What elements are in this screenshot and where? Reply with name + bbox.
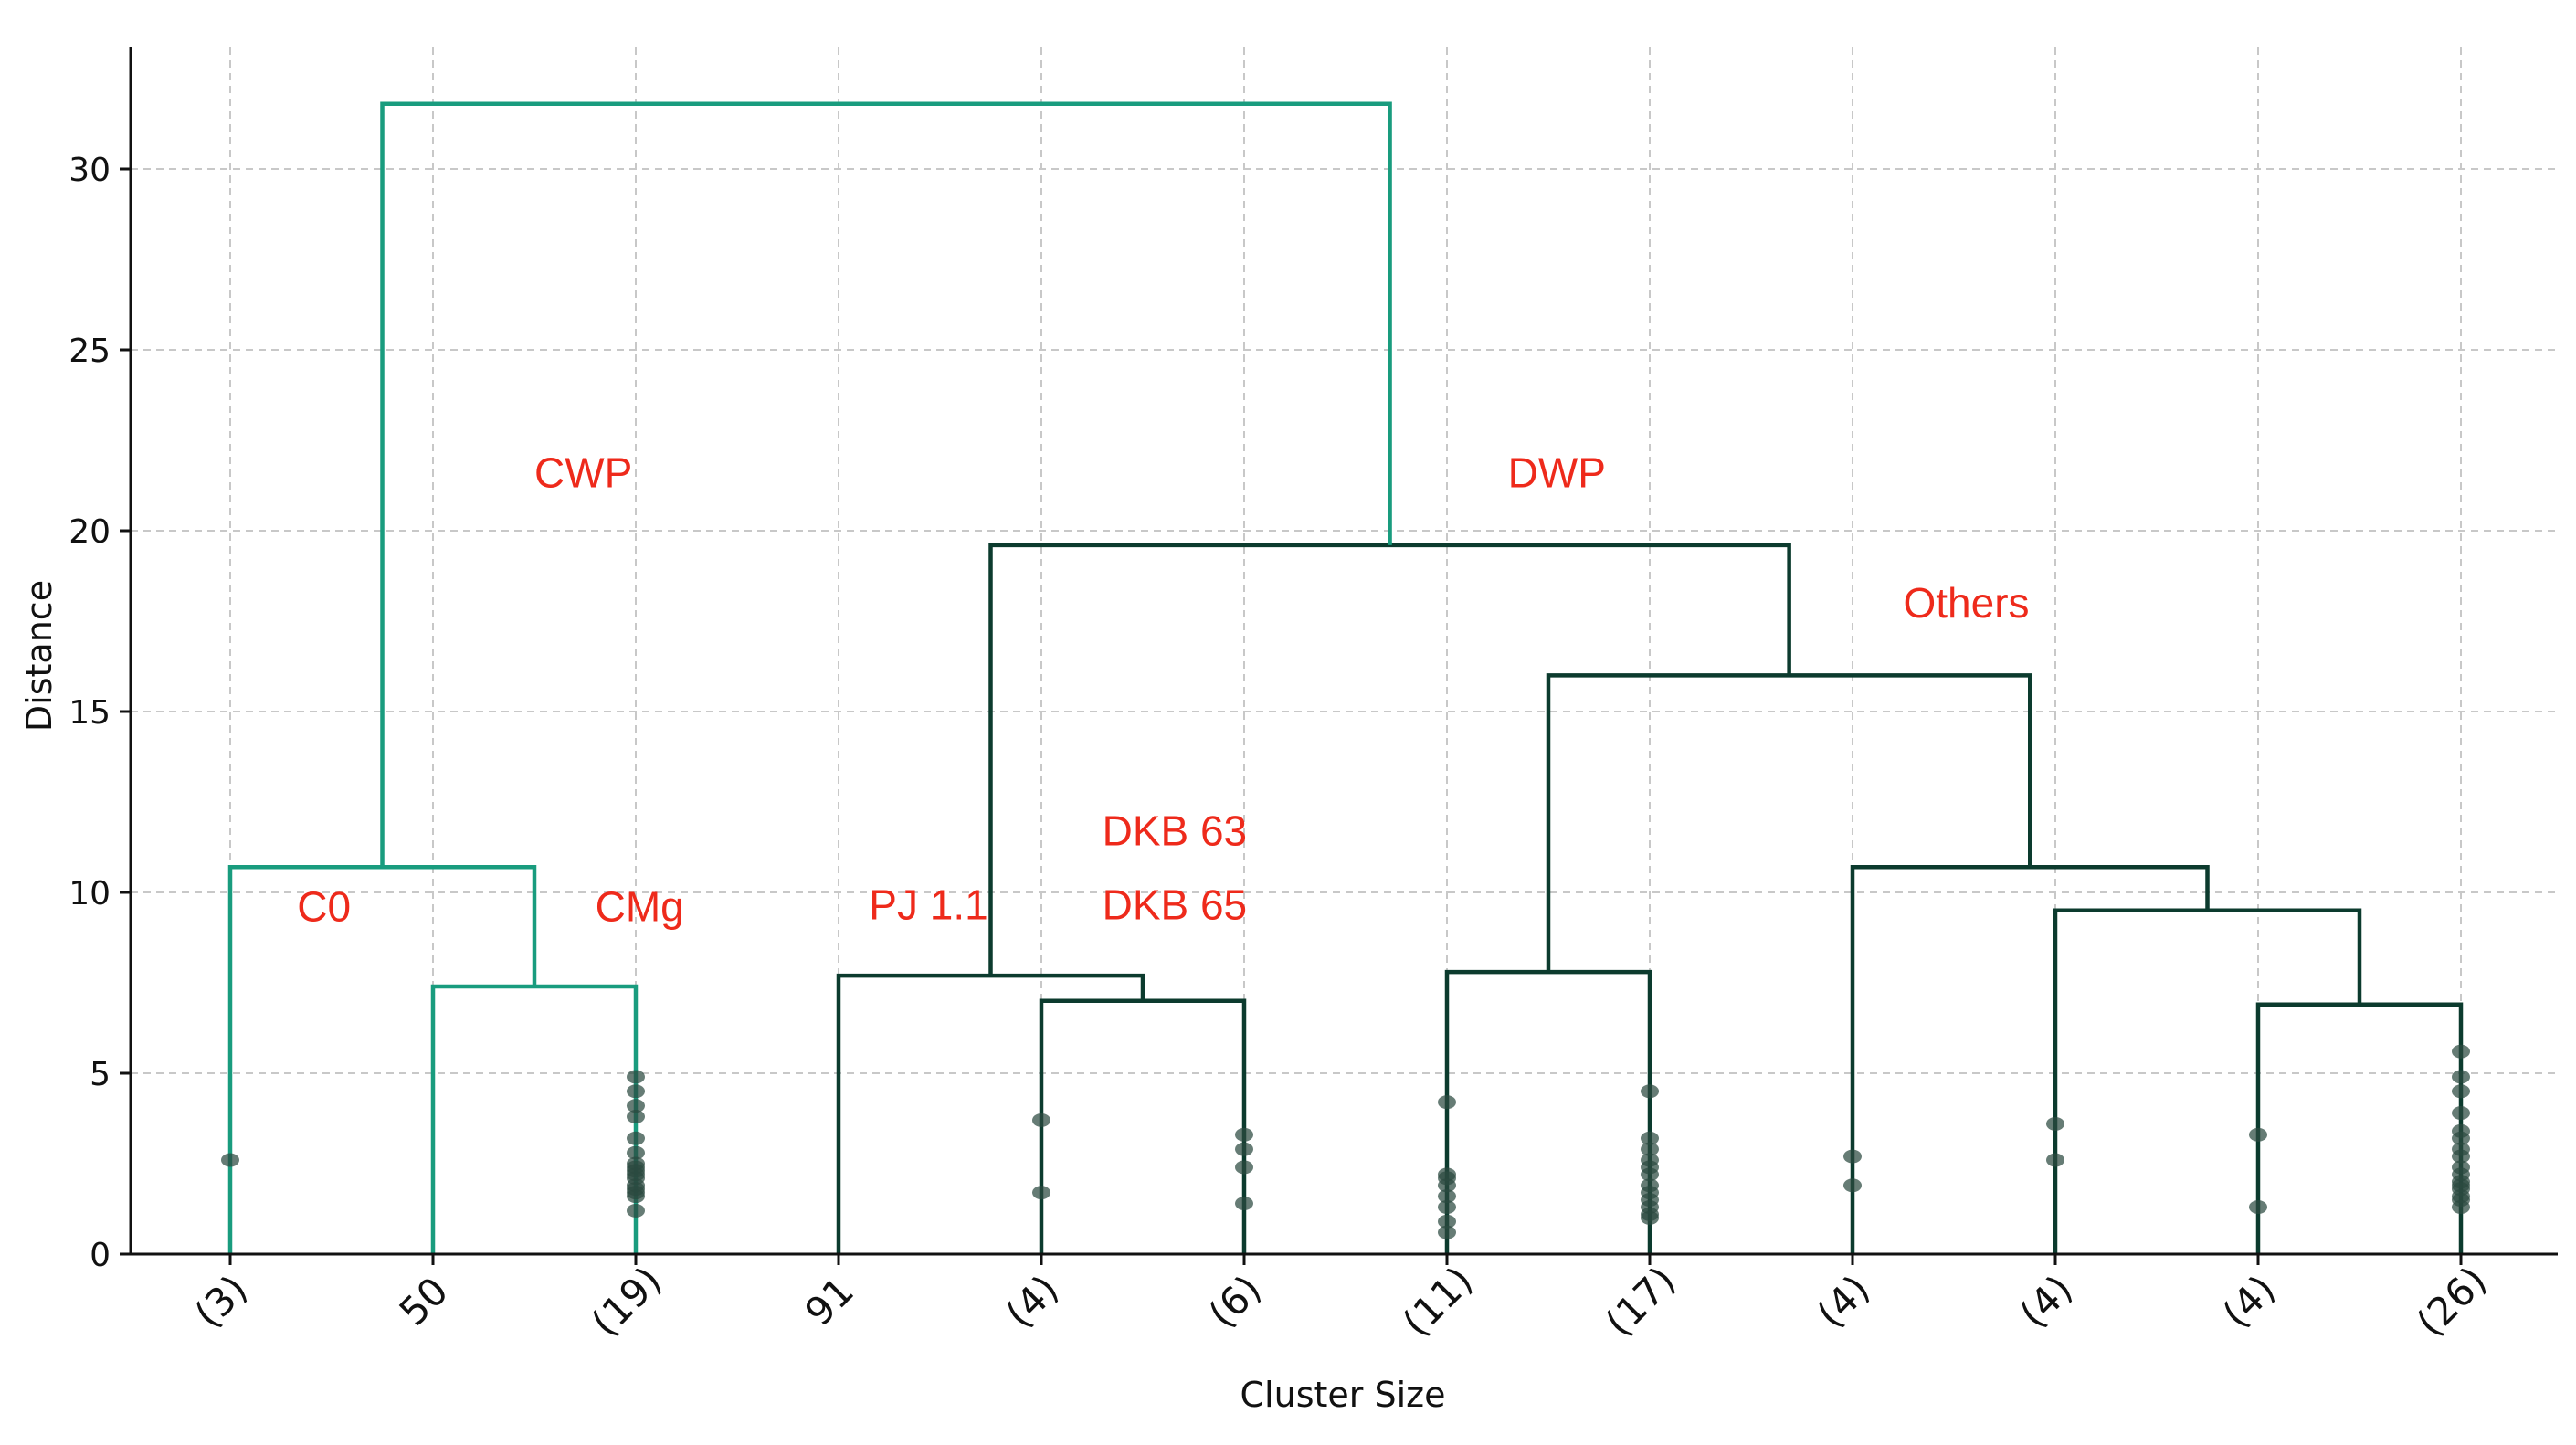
y-tick-label: 20: [69, 513, 111, 551]
x-axis-label: Cluster Size: [1240, 1375, 1446, 1415]
cluster-annotation: CMg: [596, 883, 684, 931]
dendrogram-link: [1546, 673, 2032, 973]
dendrogram-link: [1039, 998, 1247, 1254]
leaf-point: [627, 1131, 645, 1145]
leaf-point: [2452, 1084, 2470, 1099]
y-axis-label: Distance: [19, 580, 59, 732]
leaf-point: [1438, 1214, 1456, 1229]
cluster-annotation: Others: [1904, 579, 2030, 627]
leaf-point: [2452, 1044, 2470, 1059]
leaf-point: [2046, 1153, 2064, 1167]
leaf-point: [2249, 1127, 2267, 1142]
dendrogram-link: [227, 865, 537, 1254]
x-tick-label: (6): [1199, 1266, 1270, 1336]
leaf-point: [2452, 1200, 2470, 1215]
leaf-points: [221, 1044, 2470, 1239]
cluster-annotation: DKB 63: [1103, 807, 1248, 855]
leaf-point: [221, 1153, 239, 1167]
leaf-point: [1235, 1160, 1253, 1175]
leaf-point: [1641, 1167, 1659, 1182]
cluster-annotation: PJ 1.1: [869, 881, 987, 929]
dendrogram-link: [1850, 865, 2210, 1254]
leaf-point: [1438, 1095, 1456, 1110]
leaf-point: [2452, 1131, 2470, 1145]
leaf-point: [1438, 1189, 1456, 1204]
cluster-annotation: DKB 65: [1103, 881, 1248, 929]
leaf-point: [2452, 1106, 2470, 1121]
annotations: CWP DWP Others DKB 63 DKB 65 PJ 1.1 C0 CMg: [297, 448, 2029, 930]
leaf-point: [1032, 1113, 1050, 1127]
leaf-point: [2452, 1070, 2470, 1084]
leaf-point: [1438, 1178, 1456, 1193]
dendrogram-link: [2053, 908, 2362, 1254]
cluster-annotation: CWP: [534, 448, 632, 496]
leaf-point: [1235, 1197, 1253, 1211]
leaf-point: [2249, 1200, 2267, 1215]
x-tick-label: 50: [391, 1269, 457, 1334]
x-tick-label: (26): [2408, 1258, 2496, 1345]
leaf-point: [2452, 1149, 2470, 1164]
y-tick-label: 10: [69, 875, 111, 912]
dendrogram-link: [1444, 969, 1652, 1254]
axes: [129, 47, 2558, 1256]
y-tick-label: 25: [69, 332, 111, 370]
leaf-point: [1641, 1210, 1659, 1225]
leaf-point: [1641, 1142, 1659, 1156]
x-tick-label: (4): [2011, 1266, 2081, 1336]
x-tick-label: (4): [1808, 1266, 1878, 1336]
cluster-annotation: C0: [297, 883, 351, 931]
x-ticks: (3) 50 (19) 91 (4) (6) (11) (17) (4) (4) (4) (26): [185, 1254, 2496, 1345]
cluster-annotation: DWP: [1508, 448, 1606, 496]
leaf-point: [1438, 1200, 1456, 1215]
dendrogram-link: [380, 101, 1392, 868]
dendrogram-link: [2255, 1002, 2464, 1254]
leaf-point: [627, 1145, 645, 1160]
dendrogram-link: [836, 973, 1145, 1254]
y-tick-label: 15: [69, 694, 111, 732]
dendrogram-link: [430, 984, 639, 1254]
leaf-point: [1641, 1131, 1659, 1145]
y-tick-label: 0: [90, 1237, 111, 1274]
leaf-point: [1235, 1142, 1253, 1156]
leaf-point: [1843, 1149, 1862, 1164]
leaf-point: [627, 1099, 645, 1113]
x-tick-label: (11): [1394, 1258, 1482, 1345]
leaf-point: [627, 1189, 645, 1204]
x-tick-label: (4): [2213, 1266, 2284, 1336]
leaf-point: [627, 1084, 645, 1099]
leaf-point: [1438, 1225, 1456, 1239]
leaf-point: [627, 1070, 645, 1084]
x-tick-label: (17): [1597, 1258, 1684, 1345]
y-ticks: 0 5 10 15 20 25 30: [69, 152, 131, 1274]
x-tick-label: (4): [997, 1266, 1067, 1336]
leaf-point: [1843, 1178, 1862, 1193]
leaf-point: [1235, 1127, 1253, 1142]
x-tick-label: (3): [185, 1266, 256, 1336]
dendrogram-links: [227, 101, 2464, 1254]
leaf-point: [1641, 1084, 1659, 1099]
y-tick-label: 5: [90, 1056, 111, 1093]
x-tick-label: 91: [797, 1269, 862, 1334]
leaf-point: [627, 1203, 645, 1218]
leaf-point: [2046, 1116, 2064, 1131]
leaf-point: [1032, 1186, 1050, 1200]
leaf-point: [627, 1110, 645, 1124]
y-tick-label: 30: [69, 152, 111, 189]
x-tick-label: (19): [583, 1258, 670, 1345]
grid: [131, 47, 2558, 1255]
